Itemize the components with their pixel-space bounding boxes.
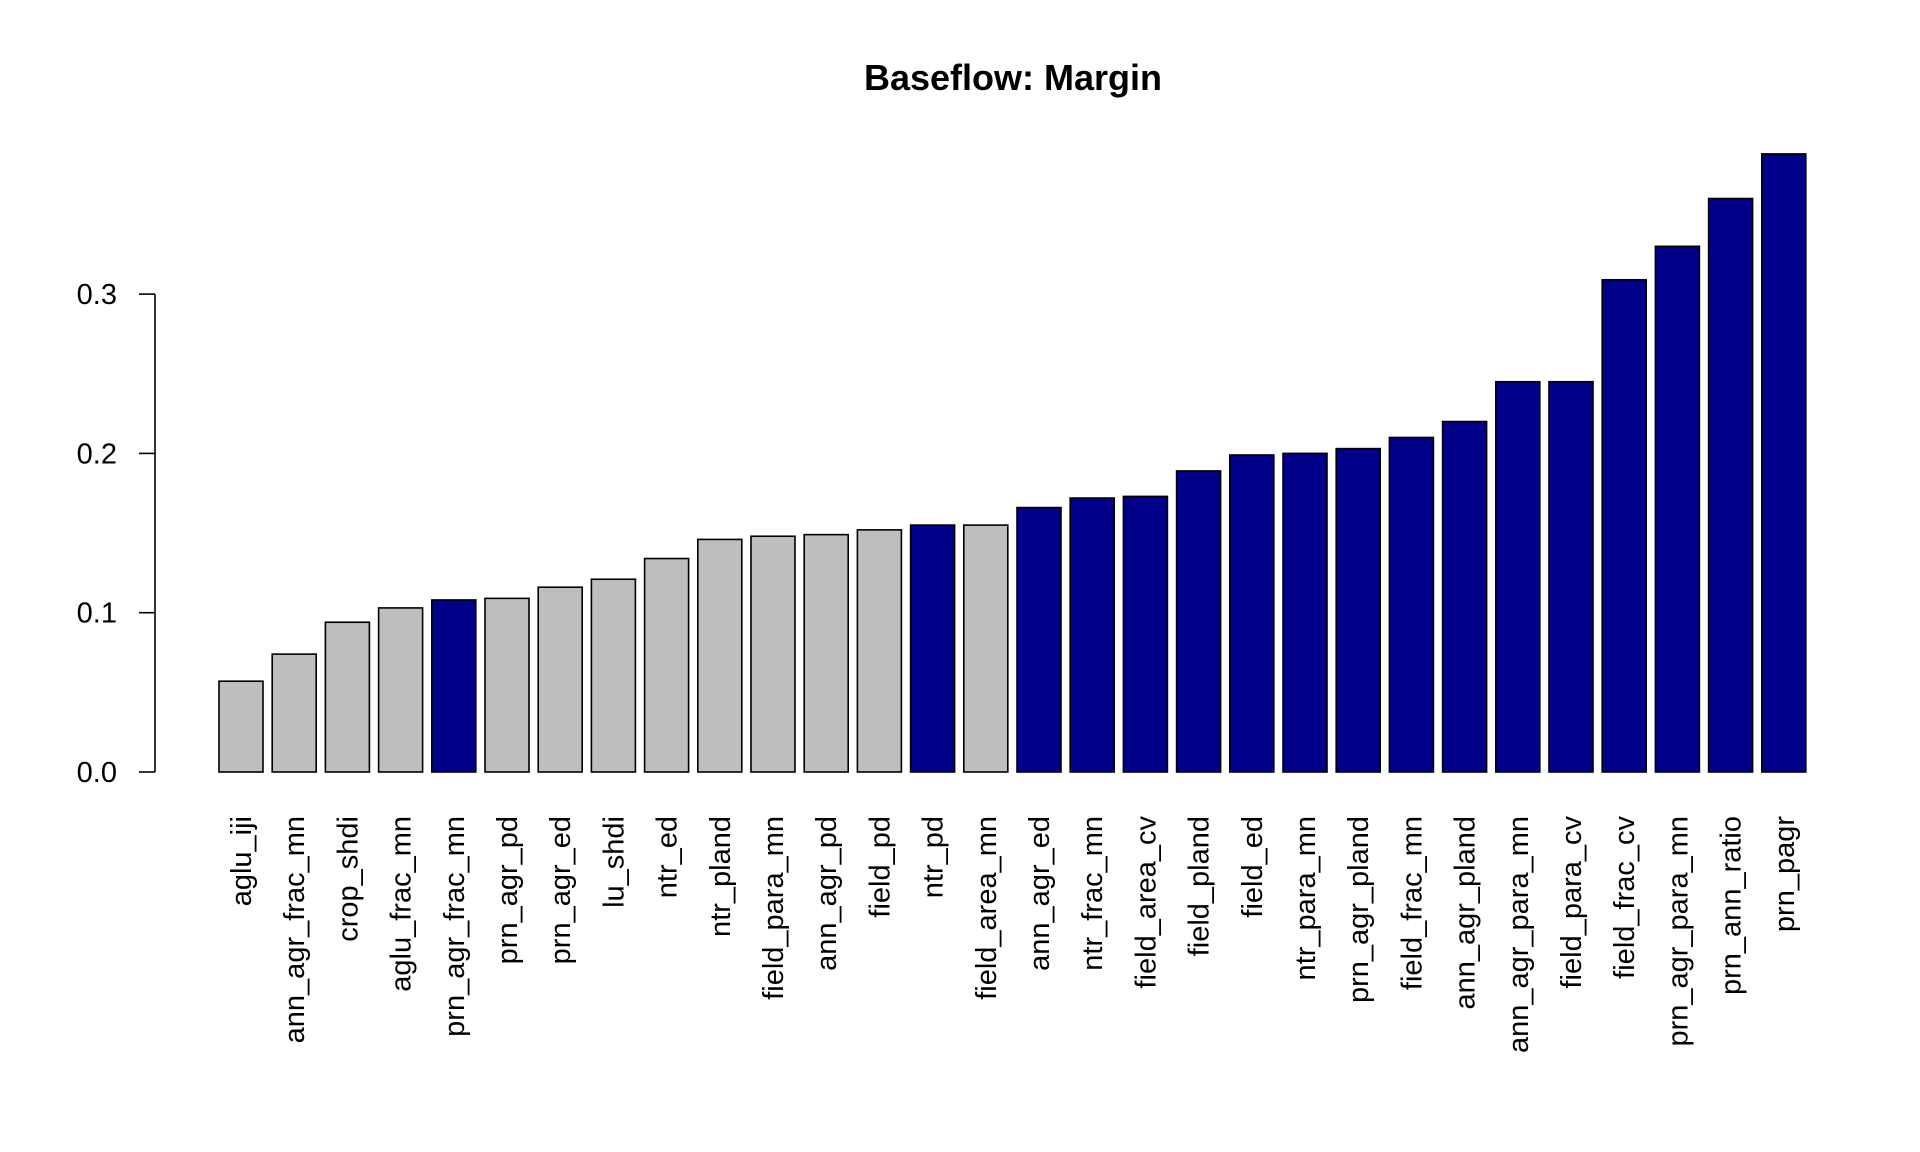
bar-prn_pagr [1761,153,1807,773]
bar-ntr_pland [696,538,743,773]
bar-prn_agr_pd [484,597,530,773]
bar-ann_agr_pland [1441,420,1488,773]
bar-ntr_ed [643,557,690,773]
category-label: ntr_ed [652,816,684,898]
category-label: prn_agr_pland [1343,816,1375,1003]
category-label: ntr_pd [918,816,950,898]
category-label: ann_agr_pland [1450,816,1482,1010]
category-label: prn_ann_ratio [1716,816,1748,995]
y-tick-label: 0.0 [77,757,117,789]
chart-title: Baseflow: Margin [864,57,1162,98]
category-label: field_pland [1184,816,1216,956]
category-label: field_area_cv [1130,816,1162,989]
category-label: field_pd [864,816,896,918]
bar-ann_agr_pd [803,533,850,773]
bar-field_area_mn [962,524,1009,773]
category-label: ann_agr_frac_mn [279,816,311,1043]
category-label: aglu_iji [226,816,258,906]
bar-ntr_frac_mn [1069,497,1115,773]
category-label: crop_shdi [332,816,364,942]
category-label: prn_agr_pd [492,816,524,964]
bar-prn_agr_ed [537,586,584,773]
category-label: ann_agr_para_mn [1503,816,1535,1053]
category-label: prn_agr_ed [545,816,577,964]
bar-field_ed [1229,454,1275,773]
bar-prn_agr_frac_mn [430,599,477,773]
y-tick-label: 0.3 [77,279,117,311]
category-label: prn_agr_frac_mn [439,816,471,1037]
bar-ntr_pd [909,524,956,773]
bar-field_area_cv [1122,495,1169,773]
category-label: ntr_para_mn [1290,816,1322,980]
category-label: prn_agr_para_mn [1662,816,1694,1047]
bar-field_para_mn [750,535,796,773]
bar-lu_shdi [590,578,637,773]
bar-field_pland [1175,470,1222,773]
category-label: field_frac_mn [1396,816,1428,990]
category-label: ntr_pland [705,816,737,937]
bar-ann_agr_para_mn [1495,380,1541,773]
bar-field_pd [856,529,903,773]
y-tick-label: 0.2 [77,438,117,470]
category-label: field_frac_cv [1609,816,1641,979]
bar-prn_agr_para_mn [1654,245,1701,773]
bar-field_para_cv [1548,380,1594,773]
category-label: field_ed [1237,816,1269,918]
category-label: lu_shdi [598,816,630,908]
bars [218,153,1807,773]
category-label: ann_agr_ed [1024,816,1056,971]
bar-crop_shdi [324,621,371,773]
bar-ntr_para_mn [1282,452,1328,773]
bar-prn_agr_pland [1335,447,1381,773]
category-label: field_para_mn [758,816,790,1000]
bar-aglu_iji [218,680,264,773]
bar-field_frac_mn [1388,436,1435,773]
category-label: ntr_frac_mn [1077,816,1109,971]
category-label: field_area_mn [971,816,1003,1000]
category-label: prn_pagr [1769,816,1801,932]
bar-prn_ann_ratio [1707,197,1754,773]
bar-ann_agr_frac_mn [271,653,318,773]
bar-ann_agr_ed [1016,506,1062,773]
category-labels: aglu_iji ann_agr_frac_mn crop_shdi aglu_fra… [226,816,1801,1054]
category-label: aglu_frac_mn [386,816,418,992]
category-label: ann_agr_pd [811,816,843,971]
bar-field_frac_cv [1601,278,1647,773]
y-tick-label: 0.1 [77,598,117,630]
category-label: field_para_cv [1556,816,1588,989]
bar-aglu_frac_mn [377,607,424,773]
y-axis: 0.0 0.1 0.2 0.3 [77,279,156,789]
